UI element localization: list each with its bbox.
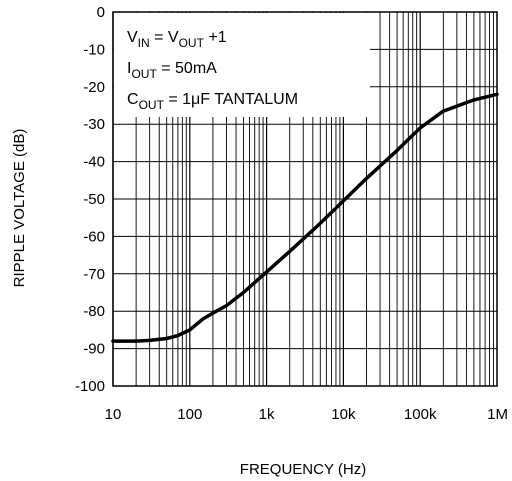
y-tick-label: -90 — [83, 341, 105, 358]
y-tick-label: -40 — [83, 154, 105, 171]
annotation-text: C — [127, 91, 139, 108]
annotation-text: V — [127, 29, 138, 46]
x-tick-label: 100 — [177, 406, 202, 423]
x-tick-label: 1k — [259, 406, 275, 423]
y-tick-label: -70 — [83, 266, 105, 283]
x-tick-label: 100k — [404, 406, 437, 423]
y-tick-label: -50 — [83, 191, 105, 208]
y-tick-label: -20 — [83, 79, 105, 96]
y-tick-label: -100 — [75, 378, 105, 395]
annotation-line: VIN = VOUT +1 — [127, 29, 227, 50]
annotation-background — [114, 13, 370, 117]
annotation-subscript: OUT — [131, 67, 157, 81]
plot-border — [112, 11, 498, 387]
annotation-text: I — [127, 60, 131, 77]
annotation-subscript: IN — [138, 36, 150, 50]
annotation-text: = 1μF TANTALUM — [164, 91, 298, 108]
y-tick-label: -80 — [83, 303, 105, 320]
ripple-curve — [111, 92, 499, 343]
x-tick-label: 10 — [105, 406, 122, 423]
annotation-line: COUT = 1μF TANTALUM — [127, 91, 298, 112]
annotation-text: = V — [150, 29, 179, 46]
series-layer — [111, 92, 499, 343]
y-tick-label: -60 — [83, 228, 105, 245]
y-tick-label: -30 — [83, 116, 105, 133]
annotation-line: IOUT = 50mA — [127, 60, 217, 81]
x-tick-label: 10k — [331, 406, 356, 423]
annotation-text: +1 — [204, 29, 227, 46]
plot-frame — [112, 11, 498, 387]
y-axis-label: RIPPLE VOLTAGE (dB) — [11, 129, 28, 288]
y-tick-label: 0 — [97, 4, 105, 21]
annotation-subscript: OUT — [179, 36, 205, 50]
annotation-subscript: OUT — [139, 98, 165, 112]
x-axis-label: FREQUENCY (Hz) — [240, 461, 366, 478]
x-tick-label: 1M — [487, 406, 508, 423]
y-tick-label: -10 — [83, 41, 105, 58]
annotation-text: = 50mA — [157, 60, 217, 77]
